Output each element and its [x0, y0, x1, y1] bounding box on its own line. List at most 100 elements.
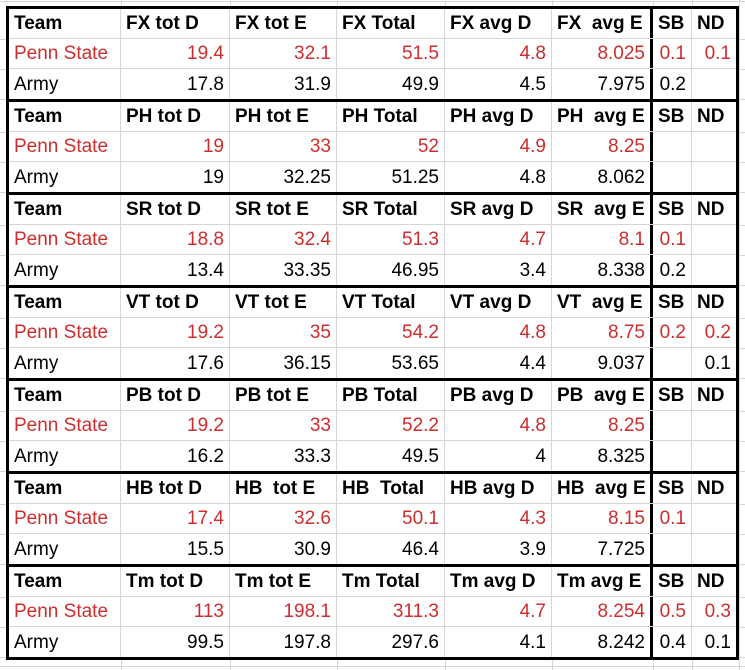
team-row-army: Army 19 32.25 51.25 4.8 8.062 [9, 162, 736, 192]
header-cell: VT Total [337, 288, 445, 317]
header-cell: VT tot D [121, 288, 230, 317]
header-cell: Tm Total [337, 567, 445, 596]
header-cell: HB avg E [552, 474, 653, 503]
cell-value: 0.1 [704, 43, 731, 64]
header-cell: SB [653, 567, 692, 596]
header-cell-team: Team [9, 567, 121, 596]
cell-value [692, 504, 736, 533]
team-row-army: Army 17.6 36.15 53.65 4.4 9.037 0.1 [9, 348, 736, 378]
cell-team-name: Penn State [9, 597, 121, 626]
cell-value: 4.7 [445, 225, 552, 254]
cell-value [692, 255, 736, 285]
cell-value: 36.15 [230, 348, 337, 378]
event-section-sr: Team SR tot D SR tot E SR Total SR avg D SR a… [9, 195, 736, 288]
cell-value: 4.4 [445, 348, 552, 378]
cell-value: 0.2 [653, 318, 692, 347]
cell-value: 17.8 [121, 69, 230, 99]
cell-value: 0.1 [704, 631, 731, 653]
header-cell: SB [653, 474, 692, 503]
header-cell: PH avg D [445, 102, 552, 131]
cell-team-name: Penn State [9, 225, 121, 254]
cell-value: 32.1 [230, 39, 337, 68]
header-cell: SB [653, 102, 692, 131]
cell-value: 16.2 [121, 441, 230, 471]
header-cell: PH Total [337, 102, 445, 131]
cell-value: 197.8 [230, 627, 337, 657]
cell-value: 32.4 [230, 225, 337, 254]
cell-team-name: Army [9, 534, 121, 564]
cell-value: 4.7 [445, 597, 552, 626]
cell-value [692, 132, 736, 161]
header-cell: HB tot D [121, 474, 230, 503]
cell-value: 8.242 [552, 627, 653, 657]
cell-value: 32.25 [230, 162, 337, 192]
header-cell: SR Total [337, 195, 445, 224]
header-cell: Tm avg E [552, 567, 653, 596]
header-cell: PH tot E [230, 102, 337, 131]
cell-value: 49.9 [337, 69, 445, 99]
cell-value: 8.254 [552, 597, 653, 626]
header-cell: SR avg D [445, 195, 552, 224]
cell-value: 8.25 [552, 132, 653, 161]
cell-value: 8.025 [552, 39, 653, 68]
team-row-penn-state: Penn State 19.4 32.1 51.5 4.8 8.025 0.1 0.1 [9, 39, 736, 69]
header-cell: VT avg D [445, 288, 552, 317]
cell-value: 8.062 [552, 162, 653, 192]
cell-value: 297.6 [337, 627, 445, 657]
header-cell: HB avg D [445, 474, 552, 503]
cell-value: 49.5 [337, 441, 445, 471]
cell-value: 0.4 [653, 627, 692, 657]
cell-team-name: Penn State [9, 504, 121, 533]
event-section-pb: Team PB tot D PB tot E PB Total PB avg D PB a… [9, 381, 736, 474]
cell-value: 4.5 [445, 69, 552, 99]
cell-value: 4.8 [445, 411, 552, 440]
header-row-vt: Team VT tot D VT tot E VT Total VT avg D VT a… [9, 288, 736, 318]
gridline-tick-h [0, 666, 745, 667]
cell-value [653, 411, 692, 440]
header-cell: SB [653, 195, 692, 224]
team-row-penn-state: Penn State 18.8 32.4 51.3 4.7 8.1 0.1 [9, 225, 736, 255]
header-cell-team: Team [9, 195, 121, 224]
cell-value: 17.6 [121, 348, 230, 378]
cell-team-name: Penn State [9, 318, 121, 347]
cell-value: 4.8 [445, 318, 552, 347]
cell-value: 0.2 [653, 69, 692, 99]
team-row-army: Army 15.5 30.9 46.4 3.9 7.725 [9, 534, 736, 564]
cell-value: 0.1 [653, 39, 692, 68]
header-cell: SB [653, 9, 692, 38]
header-cell: ND [697, 478, 725, 499]
cell-team-name: Penn State [9, 411, 121, 440]
cell-value [653, 441, 692, 471]
gridline-tick-h [0, 1, 745, 2]
cell-value: 13.4 [121, 255, 230, 285]
header-cell: VT tot E [230, 288, 337, 317]
header-row-sr: Team SR tot D SR tot E SR Total SR avg D SR a… [9, 195, 736, 225]
header-row-pb: Team PB tot D PB tot E PB Total PB avg D PB a… [9, 381, 736, 411]
header-cell: FX Total [337, 9, 445, 38]
cell-team-name: Army [9, 627, 121, 657]
team-row-army: Army 13.4 33.35 46.95 3.4 8.338 0.2 [9, 255, 736, 285]
cell-value: 30.9 [230, 534, 337, 564]
cell-value: 113 [121, 597, 230, 626]
cell-team-name: Army [9, 162, 121, 192]
header-cell: SR tot E [230, 195, 337, 224]
cell-value [692, 441, 736, 471]
cell-value: 31.9 [230, 69, 337, 99]
cell-value: 4.8 [445, 39, 552, 68]
header-cell: ND [697, 571, 725, 592]
header-cell-team: Team [9, 474, 121, 503]
event-section-vt: Team VT tot D VT tot E VT Total VT avg D VT a… [9, 288, 736, 381]
header-cell: SB [653, 381, 692, 410]
cell-value: 35 [230, 318, 337, 347]
cell-value: 8.1 [552, 225, 653, 254]
cell-value: 15.5 [121, 534, 230, 564]
header-cell-team: Team [9, 102, 121, 131]
cell-value: 33.3 [230, 441, 337, 471]
cell-value [692, 225, 736, 254]
cell-value: 0.1 [653, 225, 692, 254]
team-row-army: Army 16.2 33.3 49.5 4 8.325 [9, 441, 736, 471]
cell-value [692, 69, 736, 99]
cell-value: 99.5 [121, 627, 230, 657]
cell-value: 4.1 [445, 627, 552, 657]
header-row-ph: Team PH tot D PH tot E PH Total PH avg D PH a… [9, 102, 736, 132]
